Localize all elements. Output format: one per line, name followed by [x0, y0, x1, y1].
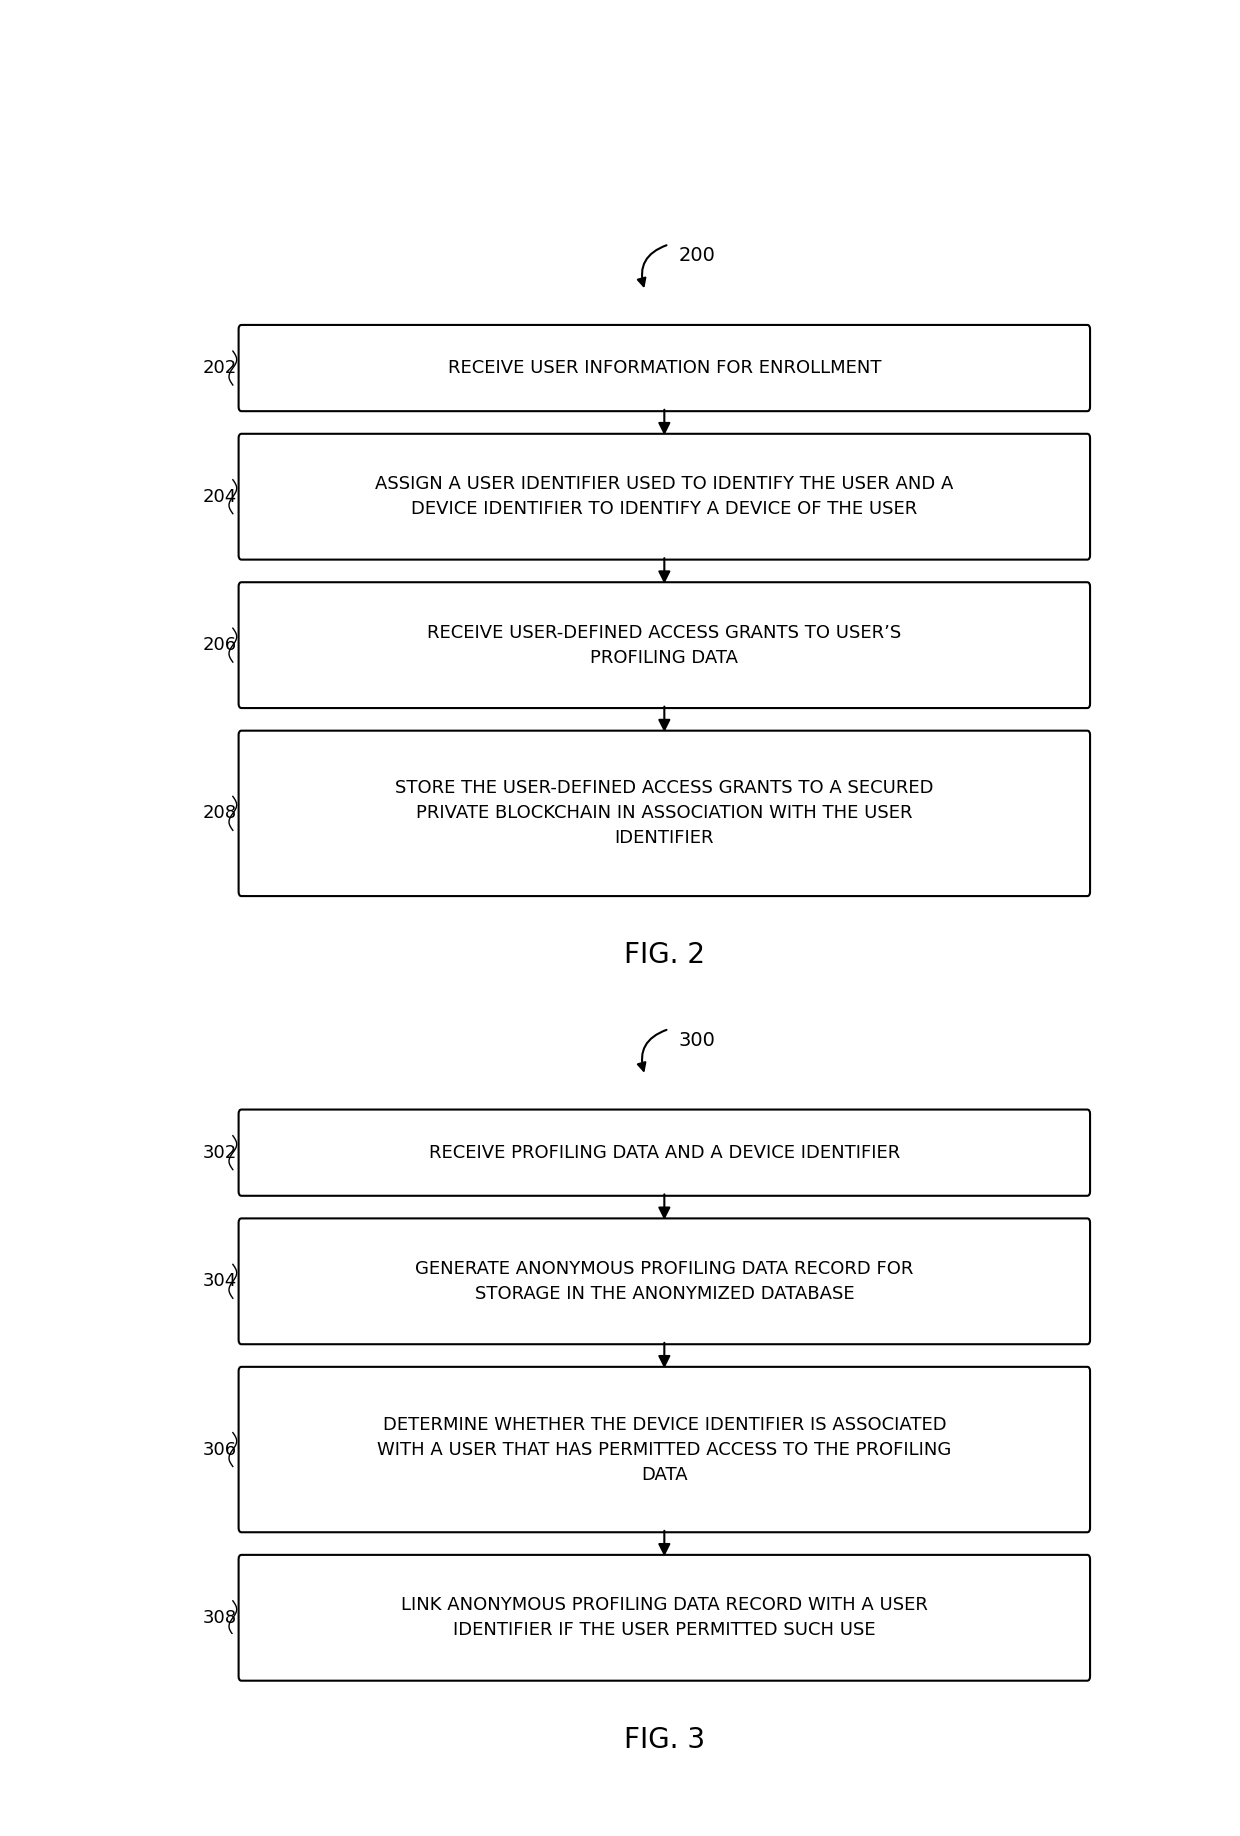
Text: RECEIVE USER-DEFINED ACCESS GRANTS TO USER’S
PROFILING DATA: RECEIVE USER-DEFINED ACCESS GRANTS TO US…	[428, 624, 901, 666]
Text: 208: 208	[202, 804, 237, 823]
FancyBboxPatch shape	[238, 582, 1090, 709]
Text: DETERMINE WHETHER THE DEVICE IDENTIFIER IS ASSOCIATED
WITH A USER THAT HAS PERMI: DETERMINE WHETHER THE DEVICE IDENTIFIER …	[377, 1416, 951, 1483]
FancyBboxPatch shape	[238, 731, 1090, 896]
Text: 308: 308	[202, 1608, 237, 1627]
Text: RECEIVE USER INFORMATION FOR ENROLLMENT: RECEIVE USER INFORMATION FOR ENROLLMENT	[448, 360, 882, 376]
Text: 206: 206	[202, 635, 237, 654]
Text: 306: 306	[202, 1441, 237, 1458]
Text: 300: 300	[678, 1030, 715, 1050]
FancyBboxPatch shape	[238, 325, 1090, 411]
Text: LINK ANONYMOUS PROFILING DATA RECORD WITH A USER
IDENTIFIER IF THE USER PERMITTE: LINK ANONYMOUS PROFILING DATA RECORD WIT…	[401, 1595, 928, 1640]
FancyBboxPatch shape	[238, 1219, 1090, 1344]
FancyBboxPatch shape	[238, 1366, 1090, 1533]
Text: 204: 204	[202, 488, 237, 505]
Text: RECEIVE PROFILING DATA AND A DEVICE IDENTIFIER: RECEIVE PROFILING DATA AND A DEVICE IDEN…	[429, 1144, 900, 1162]
Text: 302: 302	[202, 1144, 237, 1162]
FancyBboxPatch shape	[238, 1109, 1090, 1195]
Text: 200: 200	[678, 246, 715, 264]
Text: FIG. 3: FIG. 3	[624, 1726, 704, 1753]
Text: FIG. 2: FIG. 2	[624, 942, 704, 969]
Text: 304: 304	[202, 1272, 237, 1291]
FancyBboxPatch shape	[238, 433, 1090, 560]
Text: STORE THE USER-DEFINED ACCESS GRANTS TO A SECURED
PRIVATE BLOCKCHAIN IN ASSOCIAT: STORE THE USER-DEFINED ACCESS GRANTS TO …	[396, 778, 934, 848]
Text: GENERATE ANONYMOUS PROFILING DATA RECORD FOR
STORAGE IN THE ANONYMIZED DATABASE: GENERATE ANONYMOUS PROFILING DATA RECORD…	[415, 1259, 914, 1304]
Text: ASSIGN A USER IDENTIFIER USED TO IDENTIFY THE USER AND A
DEVICE IDENTIFIER TO ID: ASSIGN A USER IDENTIFIER USED TO IDENTIF…	[376, 476, 954, 518]
Text: 202: 202	[202, 360, 237, 376]
FancyBboxPatch shape	[238, 1555, 1090, 1680]
